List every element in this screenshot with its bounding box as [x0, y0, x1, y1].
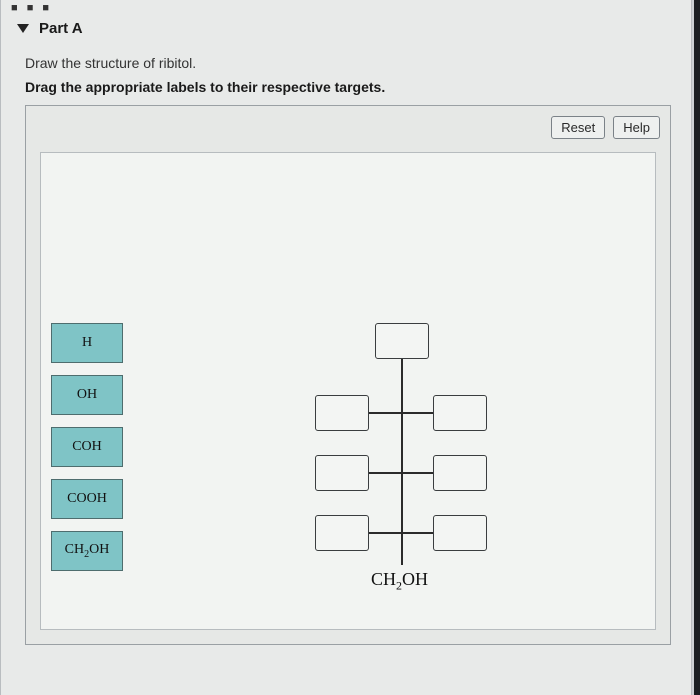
screen-edge	[694, 0, 700, 695]
draggable-label-cooh[interactable]: COOH	[51, 479, 123, 519]
instruction-text-1: Draw the structure of ribitol.	[25, 55, 677, 71]
draggable-label-coh[interactable]: COH	[51, 427, 123, 467]
drop-target-r1-right[interactable]	[433, 395, 487, 431]
structure-row-2	[281, 453, 521, 493]
help-button[interactable]: Help	[613, 116, 660, 139]
bond-h	[403, 412, 433, 414]
bond-h	[369, 532, 401, 534]
drop-target-top[interactable]	[375, 323, 429, 359]
drop-target-r2-right[interactable]	[433, 455, 487, 491]
structure-row-3	[281, 513, 521, 553]
bond-h	[403, 532, 433, 534]
structure-bottom-label: CH2OH	[371, 569, 428, 594]
drop-target-r3-right[interactable]	[433, 515, 487, 551]
reset-button[interactable]: Reset	[551, 116, 605, 139]
bond-h	[403, 472, 433, 474]
drawing-canvas: H OH COH COOH CH2OH	[40, 152, 656, 630]
toolbar: Reset Help	[551, 116, 660, 139]
bond-h	[369, 412, 401, 414]
draggable-label-ch2oh[interactable]: CH2OH	[51, 531, 123, 571]
structure-diagram: CH2OH	[281, 323, 521, 623]
header-dots: ■ ■ ■	[11, 2, 52, 14]
drop-target-r1-left[interactable]	[315, 395, 369, 431]
bond-h	[369, 472, 401, 474]
instruction-text-2: Drag the appropriate labels to their res…	[25, 79, 677, 95]
work-area-frame: Reset Help H OH COH COOH CH2OH	[25, 105, 671, 645]
collapse-triangle-icon[interactable]	[17, 24, 29, 33]
structure-row-1	[281, 393, 521, 433]
drop-target-r3-left[interactable]	[315, 515, 369, 551]
label-palette: H OH COH COOH CH2OH	[51, 323, 123, 571]
draggable-label-h[interactable]: H	[51, 323, 123, 363]
draggable-label-oh[interactable]: OH	[51, 375, 123, 415]
drop-target-r2-left[interactable]	[315, 455, 369, 491]
part-title: Part A	[39, 20, 83, 37]
part-header[interactable]: Part A	[17, 20, 677, 37]
